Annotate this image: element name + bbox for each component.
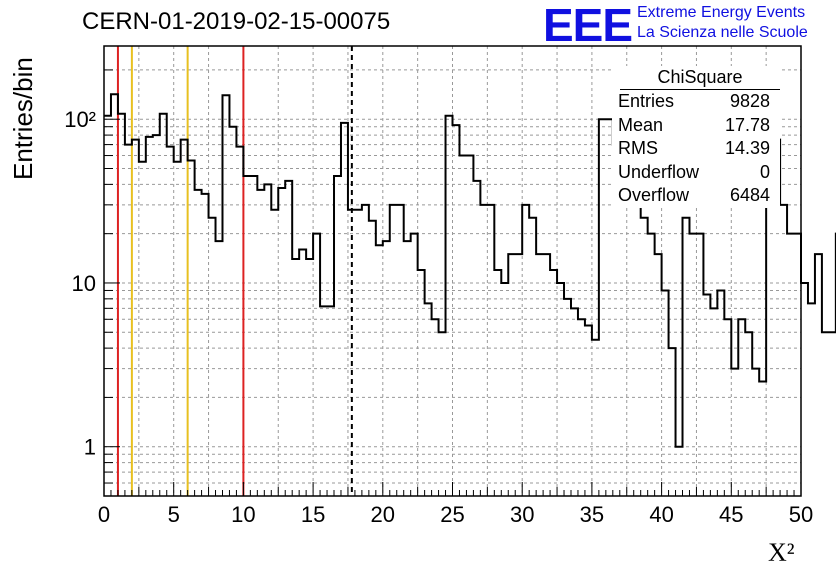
- logo-line-2: La Scienza nelle Scuole: [637, 24, 808, 41]
- stats-label: Underflow: [618, 161, 700, 182]
- y-tick-label: 10²: [64, 107, 96, 132]
- stats-row-rms: RMS 14.39: [612, 137, 780, 161]
- x-tick-label: 50: [789, 502, 813, 527]
- stats-row-mean: Mean 17.78: [612, 114, 780, 138]
- y-tick-label: 1: [84, 435, 96, 460]
- x-tick-label: 0: [98, 502, 110, 527]
- y-tick-label: 10: [72, 271, 96, 296]
- stats-value: 0: [759, 161, 770, 182]
- stats-label: Overflow: [618, 185, 690, 205]
- eee-logo: EEE: [543, 0, 633, 51]
- stats-row-underflow: Underflow 0: [612, 161, 780, 185]
- tick-labels: 0 5 10 15 20 25 30 35 40 45 50 1 10 10²: [64, 107, 813, 527]
- x-tick-label: 40: [649, 502, 673, 527]
- stats-value: 17.78: [724, 114, 770, 135]
- logo-line-1: Extreme Energy Events: [637, 4, 806, 21]
- y-axis-label: Entries/bin: [8, 57, 38, 180]
- x-tick-label: 10: [231, 502, 255, 527]
- x-tick-label: 20: [371, 502, 395, 527]
- x-tick-label: 35: [580, 502, 604, 527]
- x-tick-label: 15: [301, 502, 325, 527]
- stats-label: Entries: [618, 91, 675, 111]
- chart-title: CERN-01-2019-02-15-00075: [82, 8, 391, 35]
- x-tick-label: 45: [719, 502, 743, 527]
- x-tick-label: 5: [168, 502, 180, 527]
- stats-row-entries: Entries 9828: [612, 90, 780, 114]
- stats-label: RMS: [618, 138, 658, 158]
- stats-value: 9828: [729, 91, 770, 111]
- marker-lines: [116, 46, 353, 496]
- stats-box: ChiSquare Entries 9828 Mean 17.78 RMS 14…: [612, 66, 780, 208]
- stats-value: 6484: [729, 185, 770, 205]
- stats-value: 14.39: [724, 138, 770, 158]
- stats-title: ChiSquare: [620, 66, 780, 90]
- x-axis-label: Χ²: [768, 538, 795, 567]
- axis-ticks: [103, 69, 802, 497]
- x-tick-label: 25: [440, 502, 464, 527]
- histogram-series: [104, 93, 836, 448]
- stats-label: Mean: [618, 114, 664, 135]
- x-tick-label: 30: [510, 502, 534, 527]
- stats-row-overflow: Overflow 6484: [612, 184, 780, 208]
